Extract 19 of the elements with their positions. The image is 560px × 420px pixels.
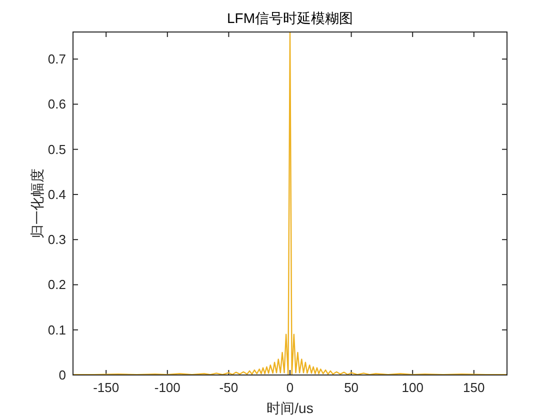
y-tick-label: 0.1 <box>48 322 66 338</box>
y-tick-label: 0.7 <box>48 52 66 67</box>
y-axis-title: 归一化幅度 <box>29 168 45 238</box>
y-tick-label: 0.6 <box>48 96 66 112</box>
y-tick-label: 0 <box>58 368 66 382</box>
x-axis-title: 时间/us <box>266 400 314 416</box>
chart-title: LFM信号时延模糊图 <box>227 10 353 26</box>
x-tick-label: -50 <box>219 380 238 395</box>
y-tick-label: 0.3 <box>48 232 66 248</box>
y-tick-label: 0.5 <box>48 142 66 157</box>
x-tick-label: 150 <box>463 380 485 395</box>
x-tick-label: 0 <box>286 380 294 395</box>
x-tick-label: -150 <box>93 380 120 395</box>
x-tick-label: 100 <box>402 380 424 395</box>
line-series <box>73 32 507 375</box>
x-tick-label: 50 <box>344 380 359 395</box>
y-tick-label: 0.4 <box>48 186 66 202</box>
x-tick-label: -100 <box>154 380 180 395</box>
y-tick-label: 0.2 <box>48 277 66 292</box>
